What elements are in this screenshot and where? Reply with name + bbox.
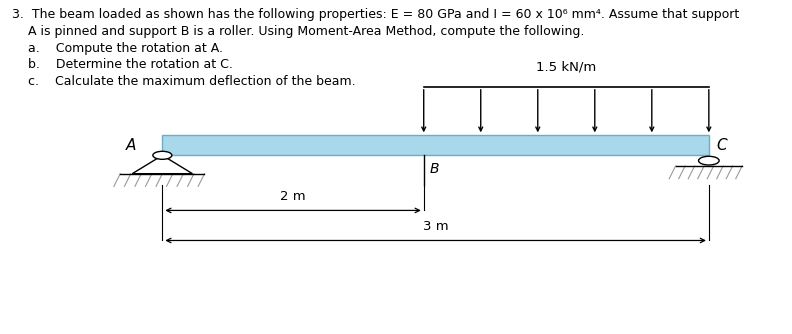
- Text: A is pinned and support B is a roller. Using Moment-Area Method, compute the fol: A is pinned and support B is a roller. U…: [12, 25, 584, 38]
- Text: c.    Calculate the maximum deflection of the beam.: c. Calculate the maximum deflection of t…: [12, 75, 356, 88]
- Polygon shape: [132, 155, 192, 174]
- Text: a.    Compute the rotation at A.: a. Compute the rotation at A.: [12, 42, 223, 55]
- Text: 3 m: 3 m: [423, 220, 448, 233]
- Text: b.    Determine the rotation at C.: b. Determine the rotation at C.: [12, 58, 233, 71]
- Text: C: C: [717, 138, 727, 153]
- Text: 3.  The beam loaded as shown has the following properties: E = 80 GPa and I = 60: 3. The beam loaded as shown has the foll…: [12, 8, 739, 21]
- Bar: [162, 135, 709, 155]
- Text: 2 m: 2 m: [280, 190, 306, 203]
- Text: B: B: [430, 162, 440, 176]
- Circle shape: [153, 151, 172, 159]
- Text: 1.5 kN/m: 1.5 kN/m: [536, 60, 596, 73]
- Text: A: A: [126, 138, 136, 153]
- Circle shape: [699, 156, 719, 165]
